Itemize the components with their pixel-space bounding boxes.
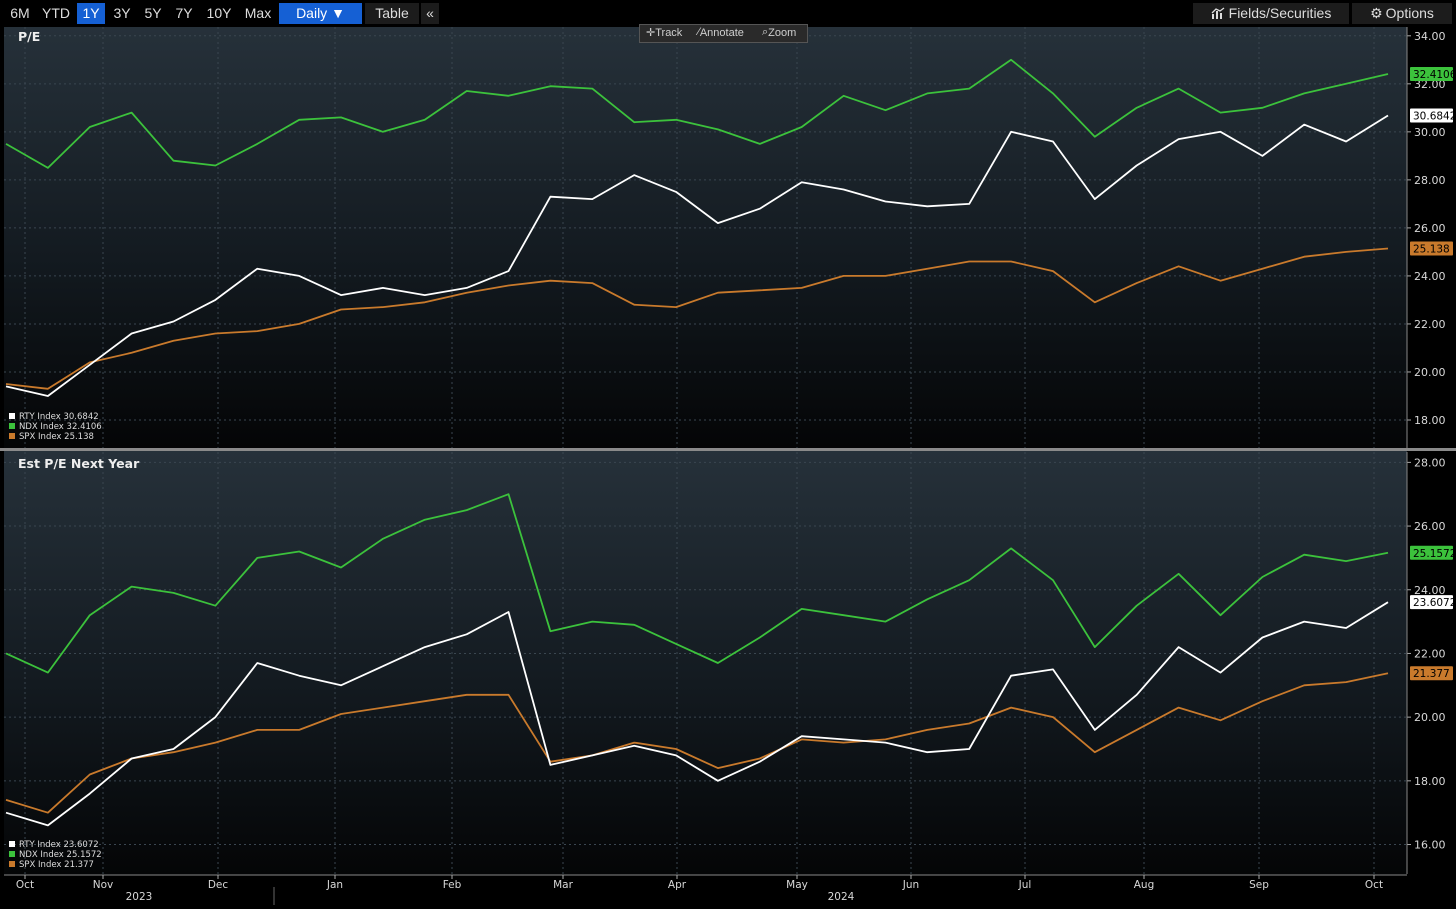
x-tick-label: Oct	[1365, 879, 1383, 891]
last-value-label-spx: 25.138	[1413, 244, 1450, 256]
last-value-label-ndx: 32.4106	[1413, 69, 1456, 81]
est-pe-chart-panel	[4, 451, 1407, 875]
x-tick-label: Jan	[326, 879, 343, 891]
last-value-label-rty: 23.6072	[1413, 597, 1456, 609]
x-tick-label: Jun	[902, 879, 919, 891]
table-button[interactable]: Table	[365, 3, 419, 24]
x-tick-label: Sep	[1249, 879, 1269, 891]
y-tick-label: 24.00	[1414, 270, 1446, 283]
y-tick-label: 26.00	[1414, 222, 1446, 235]
y-tick-label: 26.00	[1414, 520, 1446, 533]
range-5y-button[interactable]: 5Y	[144, 5, 162, 21]
range-3y-button[interactable]: 3Y	[113, 5, 131, 21]
est-pe-legend: RTY Index 23.6072 NDX Index 25.1572 SPX …	[9, 840, 102, 870]
zoom-tool[interactable]: ⌕ Zoom	[762, 26, 797, 39]
year-label: 2024	[828, 891, 855, 903]
y-tick-label: 20.00	[1414, 366, 1446, 379]
x-tick-label: Aug	[1134, 879, 1155, 891]
legend-item-rty: RTY Index 23.6072	[9, 840, 102, 850]
pe-chart-panel	[4, 27, 1407, 448]
last-value-label-rty: 30.6842	[1413, 111, 1456, 123]
x-tick-label: Nov	[93, 879, 114, 891]
legend-item-ndx: NDX Index 25.1572	[9, 850, 102, 860]
range-7y-button[interactable]: 7Y	[175, 5, 193, 21]
last-value-badge-ndx	[1410, 545, 1453, 560]
last-value-label-spx: 21.377	[1413, 668, 1450, 680]
y-tick-label: 16.00	[1414, 839, 1446, 852]
y-tick-label: 24.00	[1414, 584, 1446, 597]
x-tick-label: May	[786, 879, 808, 891]
y-tick-label: 32.00	[1414, 78, 1446, 91]
range-ytd-button[interactable]: YTD	[42, 5, 70, 21]
series-line-spx	[5, 247, 1389, 390]
series-line-spx	[5, 672, 1389, 814]
toolbar: 6M YTD 1Y 3Y 5Y 7Y 10Y Max Daily ▼ Table…	[0, 0, 1456, 27]
last-value-badge-spx	[1410, 666, 1453, 681]
last-value-badge-spx	[1410, 241, 1453, 256]
x-tick-label: Apr	[668, 879, 687, 891]
y-tick-label: 22.00	[1414, 647, 1446, 660]
y-tick-label: 18.00	[1414, 414, 1446, 427]
x-tick-label: Mar	[553, 879, 573, 891]
options-label: Options	[1385, 5, 1434, 21]
series-line-ndx	[5, 493, 1389, 674]
x-tick-label: Oct	[16, 879, 34, 891]
legend-item-spx: SPX Index 25.138	[9, 432, 102, 442]
last-value-badge-rty	[1410, 595, 1453, 610]
legend-item-rty: RTY Index 30.6842	[9, 412, 102, 422]
range-6m-button[interactable]: 6M	[10, 5, 30, 21]
range-max-button[interactable]: Max	[244, 5, 272, 21]
frequency-dropdown[interactable]: Daily ▼	[279, 3, 362, 24]
panel-divider[interactable]	[0, 448, 1456, 451]
y-tick-label: 20.00	[1414, 711, 1446, 724]
chart-icon	[1211, 5, 1225, 26]
legend-item-ndx: NDX Index 32.4106	[9, 422, 102, 432]
last-value-badge-rty	[1410, 108, 1453, 123]
series-line-rty	[5, 114, 1389, 397]
y-tick-label: 34.00	[1414, 30, 1446, 43]
y-tick-label: 22.00	[1414, 318, 1446, 331]
options-button[interactable]: ⚙ Options	[1352, 3, 1452, 24]
y-tick-label: 30.00	[1414, 126, 1446, 139]
y-tick-label: 28.00	[1414, 456, 1446, 469]
range-1y-button[interactable]: 1Y	[77, 3, 105, 24]
year-label: 2023	[126, 891, 153, 903]
pe-legend: RTY Index 30.6842 NDX Index 32.4106 SPX …	[9, 412, 102, 442]
pe-chart-title: P/E	[18, 29, 41, 44]
collapse-button[interactable]: «	[421, 3, 439, 24]
fields-securities-label: Fields/Securities	[1228, 5, 1332, 21]
series-line-ndx	[5, 58, 1389, 169]
range-10y-button[interactable]: 10Y	[206, 5, 232, 21]
fields-securities-button[interactable]: Fields/Securities	[1193, 3, 1349, 24]
chart-tools-bar: ✛ Track ⁄ Annotate ⌕ Zoom	[639, 24, 808, 43]
series-line-rty	[5, 601, 1389, 827]
x-tick-label: Jul	[1018, 879, 1032, 891]
est-pe-chart-title: Est P/E Next Year	[18, 456, 140, 471]
x-tick-label: Feb	[443, 879, 462, 891]
annotate-tool[interactable]: ⁄ Annotate	[698, 26, 744, 39]
y-tick-label: 18.00	[1414, 775, 1446, 788]
track-tool[interactable]: ✛ Track	[646, 27, 683, 39]
last-value-label-ndx: 25.1572	[1413, 548, 1456, 560]
x-tick-label: Dec	[208, 879, 229, 891]
legend-item-spx: SPX Index 21.377	[9, 860, 102, 870]
y-tick-label: 28.00	[1414, 174, 1446, 187]
gear-icon: ⚙	[1370, 5, 1383, 21]
last-value-badge-ndx	[1410, 66, 1453, 81]
